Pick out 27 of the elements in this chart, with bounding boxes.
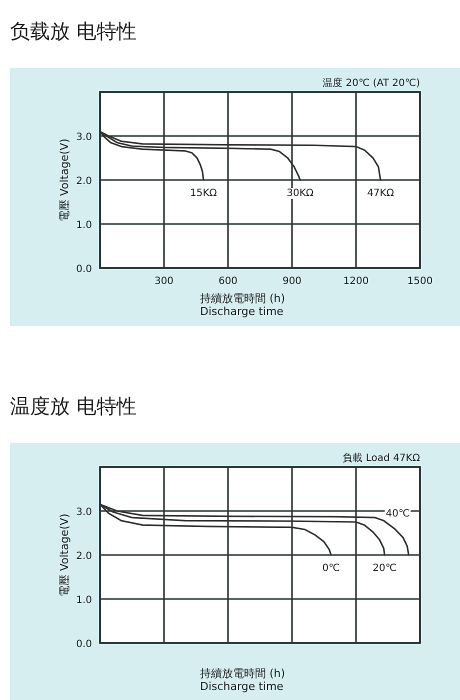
x-tick-label: 600 (218, 276, 238, 287)
x-tick-label: 900 (282, 276, 302, 287)
y-tick-label: 0.0 (76, 639, 92, 650)
text: 負載 Load 47KΩ (342, 452, 420, 464)
series-label: 47KΩ (367, 188, 394, 199)
text: 温度 20℃ (AT 20℃) (322, 77, 420, 89)
x-tick-label: 300 (154, 276, 174, 287)
y-tick-label: 2.0 (76, 551, 92, 562)
x-axis-title: 持續放電時間 (h) Discharge time (200, 292, 286, 318)
y-tick-label: 1.0 (76, 595, 92, 606)
y-tick-label: 2.0 (76, 176, 92, 187)
y-tick-label: 0.0 (76, 264, 92, 275)
series-label: 0℃ (322, 563, 340, 574)
series-label: 15KΩ (190, 188, 218, 199)
series-label: 40℃ (386, 508, 410, 520)
x-axis-title: 持續放電時間 (h) Discharge time (200, 667, 286, 693)
series-label: 30KΩ (286, 188, 314, 199)
chart-title: 负载放 电特性 (10, 19, 136, 43)
y-axis-title: 電壓 Voltage(V) (58, 138, 71, 222)
x-tick-label: 1500 (407, 276, 433, 287)
x-tick-label: 1200 (343, 276, 369, 287)
chart-title: 温度放 电特性 (10, 394, 136, 418)
y-tick-label: 1.0 (76, 220, 92, 231)
y-tick-label: 3.0 (76, 132, 92, 143)
y-axis-title: 電壓 Voltage(V) (58, 514, 71, 596)
series-label: 20℃ (372, 563, 397, 574)
y-tick-label: 3.0 (76, 507, 92, 518)
